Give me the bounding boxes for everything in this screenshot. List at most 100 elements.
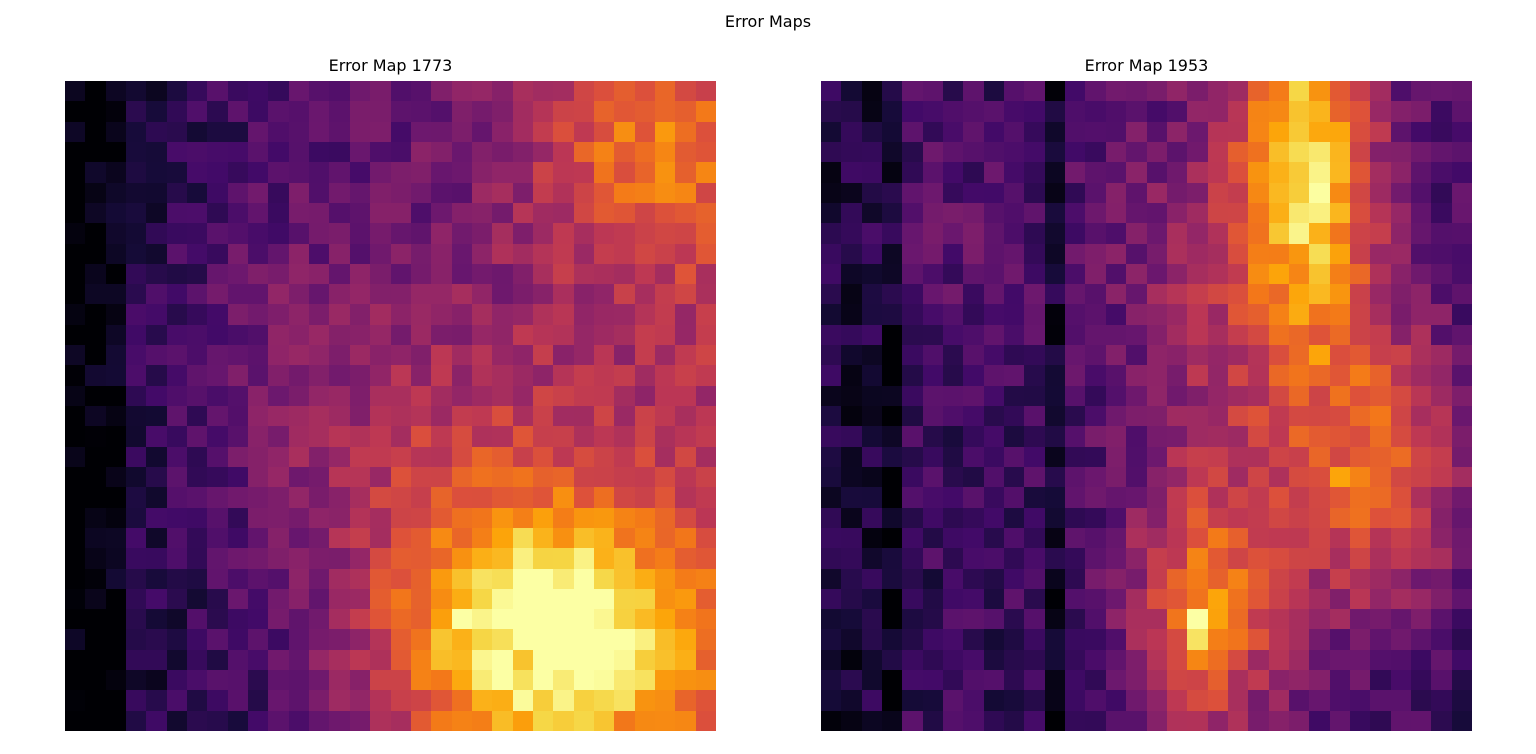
map-1773-cell-30-24 [553, 690, 575, 712]
map-1953-cell-16-15 [1126, 406, 1148, 427]
map-1953-cell-18-3 [882, 447, 903, 468]
map-1953-cell-17-25 [1330, 426, 1351, 448]
map-1773-cell-25-13 [329, 589, 351, 610]
map-1773-cell-10-27 [614, 284, 636, 305]
map-1953-cell-0-28 [1391, 81, 1412, 102]
map-1773-cell-18-0 [65, 447, 86, 468]
map-1953-cell-10-11 [1045, 284, 1066, 305]
map-1773-cell-21-2 [106, 508, 127, 529]
map-1953-cell-22-22 [1269, 528, 1290, 549]
map-1773-cell-20-26 [594, 487, 615, 509]
map-1773-cell-2-4 [146, 122, 168, 143]
map-1953-cell-19-4 [902, 467, 924, 488]
map-1953-cell-23-1 [841, 548, 863, 570]
map-1953-cell-23-6 [943, 548, 964, 570]
map-1773-cell-6-0 [65, 203, 86, 224]
map-1773-cell-30-28 [635, 690, 656, 712]
map-1773-cell-29-6 [187, 670, 208, 691]
map-1953-cell-29-8 [984, 670, 1005, 691]
map-1953-cell-7-10 [1024, 223, 1046, 245]
map-1953-cell-30-16 [1147, 690, 1168, 712]
map-1773-cell-5-2 [106, 183, 127, 204]
map-1773-cell-29-13 [329, 670, 351, 691]
map-1953-cell-21-5 [923, 508, 944, 529]
map-1773-cell-24-1 [85, 569, 107, 590]
map-1773-cell-11-27 [614, 304, 636, 326]
map-1953-cell-13-17 [1167, 345, 1188, 366]
map-1953-cell-23-12 [1065, 548, 1086, 570]
map-1953-cell-23-26 [1350, 548, 1371, 570]
map-1773-cell-15-18 [431, 386, 453, 407]
map-1773-cell-2-6 [187, 122, 208, 143]
map-1773-cell-23-5 [167, 548, 188, 570]
map-1953-cell-1-8 [984, 101, 1005, 123]
map-1953-cell-8-30 [1431, 244, 1453, 265]
map-1773-cell-23-24 [553, 548, 575, 570]
map-1953-cell-14-28 [1391, 365, 1412, 387]
map-1773-cell-7-28 [635, 223, 656, 245]
map-1773-cell-23-21 [492, 548, 514, 570]
map-1773-cell-31-23 [533, 711, 554, 731]
map-1953-cell-5-11 [1045, 183, 1066, 204]
map-1953-cell-29-4 [902, 670, 924, 691]
map-1953-cell-5-2 [862, 183, 883, 204]
map-1773-cell-9-23 [533, 264, 554, 285]
map-1773-cell-8-26 [594, 244, 615, 265]
map-1953-cell-0-13 [1085, 81, 1107, 102]
map-1953-cell-6-10 [1024, 203, 1046, 224]
map-1953-cell-31-25 [1330, 711, 1351, 731]
map-1953-cell-17-16 [1147, 426, 1168, 448]
map-1953-cell-29-3 [882, 670, 903, 691]
map-1773-cell-5-27 [614, 183, 636, 204]
map-1953-cell-30-8 [984, 690, 1005, 712]
map-1773-cell-29-19 [452, 670, 473, 691]
map-1953-cell-8-29 [1411, 244, 1432, 265]
map-1953-cell-4-12 [1065, 162, 1086, 184]
map-1773-cell-31-25 [574, 711, 595, 731]
map-1953-cell-23-25 [1330, 548, 1351, 570]
map-1773-cell-16-13 [329, 406, 351, 427]
map-1773-cell-3-28 [635, 142, 656, 163]
map-1953-cell-29-23 [1289, 670, 1310, 691]
map-1953-cell-14-29 [1411, 365, 1432, 387]
map-1773-cell-12-20 [472, 325, 493, 346]
map-1953-cell-14-5 [923, 365, 944, 387]
map-1773-cell-21-25 [574, 508, 595, 529]
map-1773-cell-19-7 [207, 467, 229, 488]
map-1953-cell-25-22 [1269, 589, 1290, 610]
map-1773-cell-3-12 [309, 142, 330, 163]
map-1953-cell-21-15 [1126, 508, 1148, 529]
map-1773-cell-3-15 [370, 142, 392, 163]
map-1773-cell-21-8 [228, 508, 249, 529]
map-1773-cell-6-31 [696, 203, 716, 224]
map-1953-cell-1-31 [1452, 101, 1472, 123]
map-1773-cell-21-26 [594, 508, 615, 529]
map-1773-cell-30-9 [248, 690, 269, 712]
map-1953-cell-8-7 [963, 244, 985, 265]
map-1953-cell-6-5 [923, 203, 944, 224]
map-1953-cell-13-25 [1330, 345, 1351, 366]
map-1773-cell-25-9 [248, 589, 269, 610]
map-1773-cell-11-23 [533, 304, 554, 326]
map-1953-cell-18-15 [1126, 447, 1148, 468]
map-1773-cell-26-10 [268, 609, 290, 630]
map-1773-cell-20-5 [167, 487, 188, 509]
map-1953-cell-30-13 [1085, 690, 1107, 712]
map-1953-cell-17-1 [841, 426, 863, 448]
map-1773-cell-27-16 [391, 629, 412, 651]
map-1953-cell-10-14 [1106, 284, 1127, 305]
map-1953-cell-24-30 [1431, 569, 1453, 590]
map-1953-cell-21-4 [902, 508, 924, 529]
map-1773-cell-7-16 [391, 223, 412, 245]
map-1953-cell-27-2 [862, 629, 883, 651]
map-1953-cell-12-29 [1411, 325, 1432, 346]
map-1953-cell-18-29 [1411, 447, 1432, 468]
map-1773-cell-26-5 [167, 609, 188, 630]
map-1953-cell-29-10 [1024, 670, 1046, 691]
map-1953-cell-2-0 [821, 122, 842, 143]
map-1953-cell-22-28 [1391, 528, 1412, 549]
map-1773-cell-22-24 [553, 528, 575, 549]
map-1773-cell-20-31 [696, 487, 716, 509]
map-1953-cell-12-8 [984, 325, 1005, 346]
map-1773-cell-9-17 [411, 264, 432, 285]
